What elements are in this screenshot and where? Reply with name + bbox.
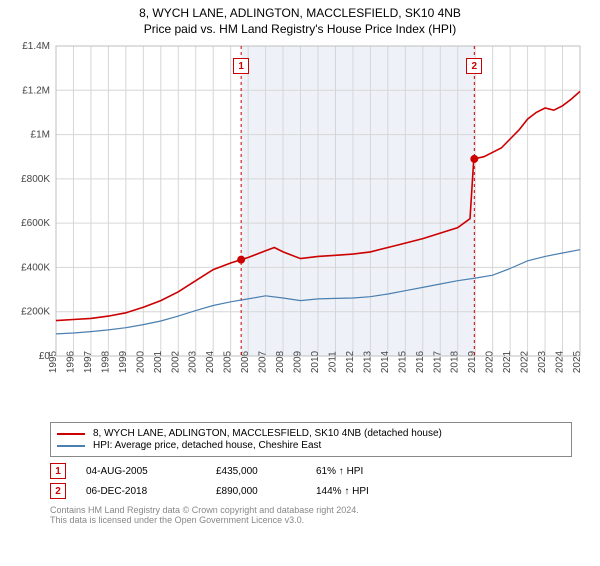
page-subtitle: Price paid vs. HM Land Registry's House …	[0, 22, 600, 36]
svg-text:2013: 2013	[362, 350, 373, 373]
event-marker: 1	[233, 58, 249, 74]
svg-text:2019: 2019	[467, 350, 478, 373]
svg-text:2008: 2008	[275, 350, 286, 373]
price-chart: £0£200K£400K£600K£800K£1M£1.2M£1.4M19951…	[0, 36, 600, 416]
event-row: 2 06-DEC-2018£890,000144% ↑ HPI	[50, 483, 572, 499]
svg-text:1998: 1998	[100, 350, 111, 373]
legend: 8, WYCH LANE, ADLINGTON, MACCLESFIELD, S…	[50, 422, 572, 457]
svg-text:2000: 2000	[135, 350, 146, 373]
svg-text:1997: 1997	[83, 350, 94, 373]
page-title: 8, WYCH LANE, ADLINGTON, MACCLESFIELD, S…	[0, 6, 600, 20]
svg-text:2018: 2018	[450, 350, 461, 373]
svg-text:2015: 2015	[397, 350, 408, 373]
event-price: £890,000	[216, 486, 316, 497]
chart-container: £0£200K£400K£600K£800K£1M£1.2M£1.4M19951…	[0, 36, 600, 416]
svg-text:£200K: £200K	[21, 307, 50, 318]
svg-text:2012: 2012	[345, 350, 356, 373]
svg-text:2005: 2005	[223, 350, 234, 373]
svg-text:2003: 2003	[188, 350, 199, 373]
svg-text:£1M: £1M	[31, 130, 50, 141]
event-price: £435,000	[216, 466, 316, 477]
event-date: 06-DEC-2018	[86, 486, 216, 497]
legend-item: HPI: Average price, detached house, Ches…	[57, 440, 565, 451]
svg-text:2006: 2006	[240, 350, 251, 373]
svg-text:2022: 2022	[520, 350, 531, 373]
legend-item: 8, WYCH LANE, ADLINGTON, MACCLESFIELD, S…	[57, 428, 565, 439]
legend-swatch	[57, 445, 85, 447]
svg-text:1995: 1995	[48, 350, 59, 373]
svg-text:2001: 2001	[153, 350, 164, 373]
event-table: 1 04-AUG-2005£435,00061% ↑ HPI 2 06-DEC-201…	[50, 463, 572, 499]
svg-text:2004: 2004	[205, 350, 216, 373]
svg-text:£400K: £400K	[21, 262, 50, 273]
event-hpi: 144% ↑ HPI	[316, 486, 436, 497]
footnote-line1: Contains HM Land Registry data © Crown c…	[50, 505, 572, 515]
event-badge: 2	[50, 483, 66, 499]
event-hpi: 61% ↑ HPI	[316, 466, 436, 477]
legend-label: HPI: Average price, detached house, Ches…	[93, 440, 321, 451]
footnote: Contains HM Land Registry data © Crown c…	[50, 505, 572, 525]
event-row: 1 04-AUG-2005£435,00061% ↑ HPI	[50, 463, 572, 479]
svg-text:2002: 2002	[170, 350, 181, 373]
svg-text:2007: 2007	[258, 350, 269, 373]
svg-text:2016: 2016	[415, 350, 426, 373]
event-date: 04-AUG-2005	[86, 466, 216, 477]
svg-text:2010: 2010	[310, 350, 321, 373]
footnote-line2: This data is licensed under the Open Gov…	[50, 515, 572, 525]
svg-text:2020: 2020	[485, 350, 496, 373]
svg-text:£1.4M: £1.4M	[22, 41, 50, 52]
legend-swatch	[57, 433, 85, 435]
svg-text:2017: 2017	[432, 350, 443, 373]
svg-text:2021: 2021	[502, 350, 513, 373]
svg-text:£800K: £800K	[21, 174, 50, 185]
svg-text:1999: 1999	[118, 350, 129, 373]
svg-text:£1.2M: £1.2M	[22, 85, 50, 96]
svg-text:2024: 2024	[555, 350, 566, 373]
svg-text:2025: 2025	[572, 350, 583, 373]
svg-text:£600K: £600K	[21, 218, 50, 229]
event-badge: 1	[50, 463, 66, 479]
svg-text:2014: 2014	[380, 350, 391, 373]
event-marker: 2	[466, 58, 482, 74]
legend-label: 8, WYCH LANE, ADLINGTON, MACCLESFIELD, S…	[93, 428, 442, 439]
svg-text:2023: 2023	[537, 350, 548, 373]
svg-text:2009: 2009	[293, 350, 304, 373]
svg-text:1996: 1996	[65, 350, 76, 373]
svg-text:2011: 2011	[327, 351, 338, 373]
